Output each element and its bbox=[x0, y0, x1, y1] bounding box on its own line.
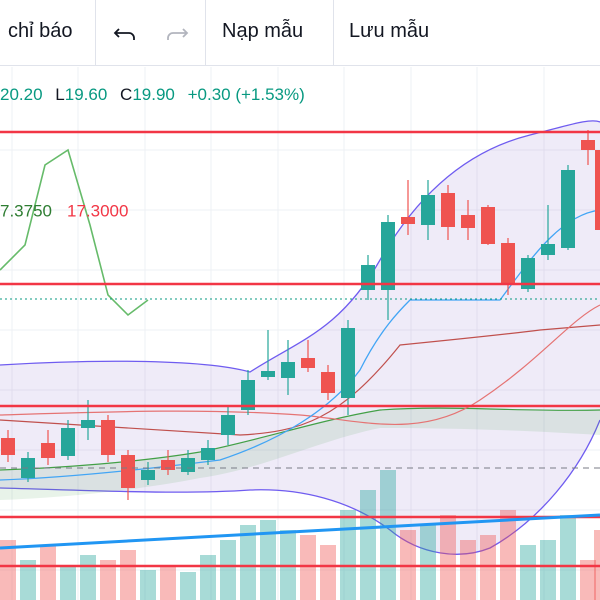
volume-bar bbox=[320, 545, 336, 600]
candle-body bbox=[121, 455, 135, 488]
candles bbox=[1, 130, 600, 500]
volume-bar bbox=[40, 545, 56, 600]
candle-body bbox=[221, 415, 235, 435]
volume-bar bbox=[580, 560, 596, 600]
volume-bar bbox=[0, 540, 16, 600]
volume-bar bbox=[100, 560, 116, 600]
volume-bar bbox=[240, 525, 256, 600]
candle-body bbox=[501, 243, 515, 285]
candle-body bbox=[481, 207, 495, 244]
load-template-button[interactable]: Nạp mẫu bbox=[222, 20, 304, 42]
candle-body bbox=[361, 265, 375, 290]
ohlc-legend: 20.20 L19.60 C19.90 +0.30 (+1.53%) bbox=[0, 85, 305, 104]
candle-body bbox=[61, 428, 75, 456]
volume-bar bbox=[460, 540, 476, 600]
band-lower bbox=[0, 419, 600, 555]
candle-body bbox=[41, 443, 55, 458]
volume-bar bbox=[540, 540, 556, 600]
volume-bar bbox=[160, 565, 176, 600]
volume-bar bbox=[140, 570, 156, 600]
redo-icon[interactable] bbox=[167, 28, 189, 40]
undo-icon[interactable] bbox=[113, 28, 135, 40]
candle-body bbox=[581, 140, 595, 150]
candle-body bbox=[421, 195, 435, 225]
candle-body bbox=[281, 362, 295, 378]
volume-bar bbox=[60, 565, 76, 600]
volume-bar bbox=[120, 550, 136, 600]
volume-bar bbox=[200, 555, 216, 600]
candle-body bbox=[101, 420, 115, 455]
candle-body bbox=[561, 170, 575, 248]
candle-body bbox=[401, 217, 415, 224]
volume-bar bbox=[220, 540, 236, 600]
indicators-button[interactable]: chỉ báo bbox=[8, 20, 73, 42]
indicator-value: 7.3750 bbox=[0, 201, 52, 220]
band-fill bbox=[0, 120, 600, 555]
candle-body bbox=[321, 372, 335, 393]
candle-body bbox=[161, 460, 175, 470]
candle-body bbox=[441, 193, 455, 227]
cloud-line bbox=[0, 407, 600, 471]
separator bbox=[95, 0, 96, 66]
volume-bar bbox=[260, 520, 276, 600]
toolbar: chỉ báo Nạp mẫu Lưu mẫu bbox=[0, 0, 600, 66]
volume-bar bbox=[300, 535, 316, 600]
candle-body bbox=[301, 358, 315, 368]
candle-body bbox=[541, 244, 555, 255]
indicator-value: 17.3000 bbox=[67, 201, 128, 220]
separator bbox=[205, 0, 206, 66]
chart-pane: 20.20 L19.60 C19.90 +0.30 (+1.53%) 7.375… bbox=[0, 67, 600, 600]
levels bbox=[0, 130, 600, 568]
volume-bar bbox=[560, 515, 576, 600]
candle-body bbox=[141, 470, 155, 480]
candle-body bbox=[595, 150, 600, 230]
volume-bar bbox=[440, 515, 456, 600]
trend-line bbox=[0, 513, 600, 550]
candle-body bbox=[381, 222, 395, 290]
volume-bar bbox=[480, 535, 496, 600]
separator bbox=[333, 0, 334, 66]
candle-body bbox=[261, 371, 275, 377]
red-line-2 bbox=[0, 304, 600, 425]
candle-body bbox=[201, 448, 215, 460]
indicator-line bbox=[0, 148, 149, 317]
candle-body bbox=[461, 215, 475, 228]
save-template-button[interactable]: Lưu mẫu bbox=[349, 20, 430, 42]
candle-body bbox=[521, 258, 535, 289]
candle-body bbox=[341, 328, 355, 398]
volume-bar bbox=[500, 510, 516, 600]
volume-bar bbox=[80, 555, 96, 600]
volume-bar bbox=[20, 560, 36, 600]
volume-bar bbox=[520, 545, 536, 600]
candle-body bbox=[181, 458, 195, 472]
volume-bar bbox=[380, 470, 396, 600]
volume-bar bbox=[180, 572, 196, 600]
volume-bar bbox=[340, 510, 356, 600]
volume-bar bbox=[360, 490, 376, 600]
undo-redo bbox=[113, 28, 189, 40]
candle-body bbox=[1, 438, 15, 455]
volume-bar bbox=[420, 525, 436, 600]
candle-body bbox=[81, 420, 95, 428]
candle-body bbox=[241, 380, 255, 410]
